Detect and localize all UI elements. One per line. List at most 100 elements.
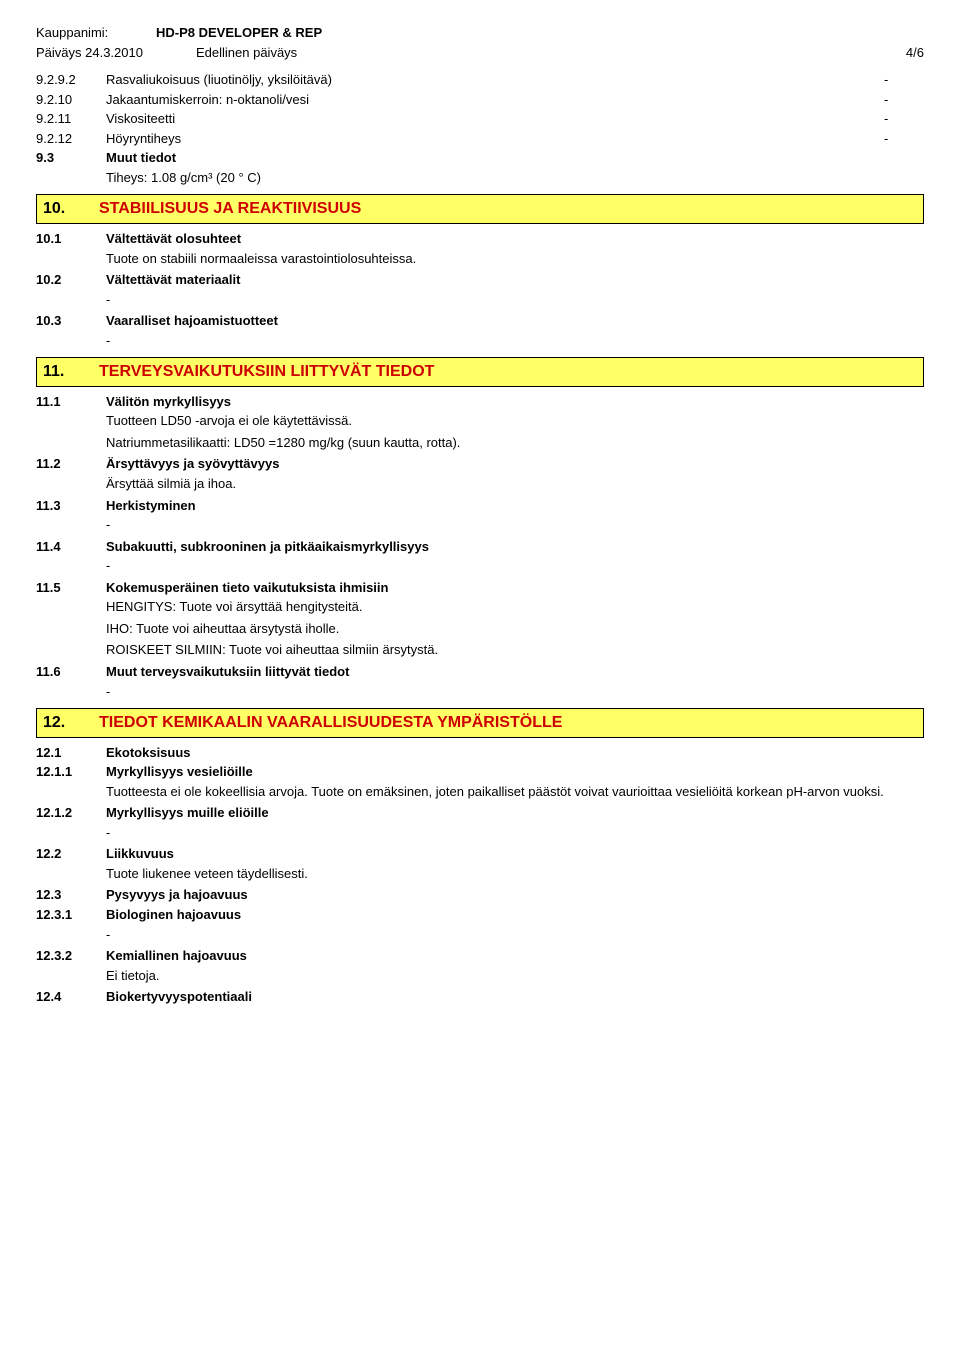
row-body: Tiheys: 1.08 g/cm³ (20 ° C) — [106, 169, 924, 187]
section-number: 10. — [43, 198, 99, 220]
row-number: 11.4 — [36, 538, 106, 556]
row-label: Höyryntiheys — [106, 130, 884, 148]
section-banner-10: 10. STABIILISUUS JA REAKTIIVISUUS — [36, 194, 924, 224]
row-label: Ärsyttävyys ja syövyttävyys — [106, 455, 924, 473]
section-number: 12. — [43, 712, 99, 734]
row-body: Tuotteesta ei ole kokeellisia arvoja. Tu… — [106, 783, 924, 801]
subsection-heading: 12.1.1 Myrkyllisyys vesieliöille — [36, 763, 924, 781]
row-number: 12.1.1 — [36, 763, 106, 781]
row-value: - — [884, 71, 924, 89]
page-number: 4/6 — [864, 44, 924, 62]
date-line: Päiväys 24.3.2010 Edellinen päiväys 4/6 — [36, 44, 924, 62]
subsection-heading: 11.1 Välitön myrkyllisyys — [36, 393, 924, 411]
row-value: - — [884, 91, 924, 109]
row-number: 12.4 — [36, 988, 106, 1006]
section-number: 11. — [43, 361, 99, 383]
row-number: 10.1 — [36, 230, 106, 248]
section-title: STABIILISUUS JA REAKTIIVISUUS — [99, 198, 917, 220]
row-body: - — [106, 291, 924, 309]
row-label: Myrkyllisyys muille eliöille — [106, 804, 924, 822]
row-number: 11.2 — [36, 455, 106, 473]
row-number: 12.1 — [36, 744, 106, 762]
subsection-heading: 9.3 Muut tiedot — [36, 149, 924, 167]
row-number: 12.1.2 — [36, 804, 106, 822]
subsection-heading: 12.3 Pysyvyys ja hajoavuus — [36, 886, 924, 904]
row-label: Herkistyminen — [106, 497, 924, 515]
row-label: Myrkyllisyys vesieliöille — [106, 763, 924, 781]
row-value: - — [884, 130, 924, 148]
row-body: - — [106, 516, 924, 534]
subsection-heading: 12.3.2 Kemiallinen hajoavuus — [36, 947, 924, 965]
row-label: Jakaantumiskerroin: n-oktanoli/vesi — [106, 91, 884, 109]
subsection-heading: 12.1 Ekotoksisuus — [36, 744, 924, 762]
property-row: 9.2.10 Jakaantumiskerroin: n-oktanoli/ve… — [36, 91, 924, 109]
row-label: Välitön myrkyllisyys — [106, 393, 924, 411]
subsection-heading: 11.4 Subakuutti, subkrooninen ja pitkäai… — [36, 538, 924, 556]
row-number: 11.3 — [36, 497, 106, 515]
row-body: - — [106, 683, 924, 701]
row-body: Ärsyttää silmiä ja ihoa. — [106, 475, 924, 493]
document-header: Kauppanimi: HD-P8 DEVELOPER & REP — [36, 24, 924, 42]
row-body: HENGITYS: Tuote voi ärsyttää hengitystei… — [106, 598, 924, 616]
row-label: Muut terveysvaikutuksiin liittyvät tiedo… — [106, 663, 924, 681]
subsection-heading: 10.2 Vältettävät materiaalit — [36, 271, 924, 289]
subsection-heading: 12.1.2 Myrkyllisyys muille eliöille — [36, 804, 924, 822]
row-number: 9.2.10 — [36, 91, 106, 109]
row-body: - — [106, 557, 924, 575]
row-label: Viskositeetti — [106, 110, 884, 128]
row-number: 9.2.9.2 — [36, 71, 106, 89]
row-body: Ei tietoja. — [106, 967, 924, 985]
row-number: 10.2 — [36, 271, 106, 289]
row-label: Vältettävät olosuhteet — [106, 230, 924, 248]
row-number: 11.6 — [36, 663, 106, 681]
row-number: 11.1 — [36, 393, 106, 411]
row-number: 9.2.11 — [36, 110, 106, 128]
row-body: Tuote on stabiili normaaleissa varastoin… — [106, 250, 924, 268]
date-previous-label: Edellinen päiväys — [196, 44, 864, 62]
section-title: TIEDOT KEMIKAALIN VAARALLISUUDESTA YMPÄR… — [99, 712, 917, 734]
header-value: HD-P8 DEVELOPER & REP — [156, 24, 322, 42]
row-label: Pysyvyys ja hajoavuus — [106, 886, 924, 904]
row-number: 12.3 — [36, 886, 106, 904]
row-number: 9.2.12 — [36, 130, 106, 148]
row-label: Vaaralliset hajoamistuotteet — [106, 312, 924, 330]
subsection-heading: 11.5 Kokemusperäinen tieto vaikutuksista… — [36, 579, 924, 597]
header-label: Kauppanimi: — [36, 24, 156, 42]
date-current: Päiväys 24.3.2010 — [36, 44, 196, 62]
row-number: 11.5 — [36, 579, 106, 597]
property-row: 9.2.11 Viskositeetti - — [36, 110, 924, 128]
row-value: - — [884, 110, 924, 128]
subsection-heading: 10.3 Vaaralliset hajoamistuotteet — [36, 312, 924, 330]
row-body: - — [106, 824, 924, 842]
row-number: 12.3.1 — [36, 906, 106, 924]
row-label: Muut tiedot — [106, 149, 924, 167]
subsection-heading: 12.3.1 Biologinen hajoavuus — [36, 906, 924, 924]
row-label: Subakuutti, subkrooninen ja pitkäaikaism… — [106, 538, 924, 556]
row-label: Rasvaliukoisuus (liuotinöljy, yksilöitäv… — [106, 71, 884, 89]
row-label: Biokertyvyyspotentiaali — [106, 988, 924, 1006]
row-body: IHO: Tuote voi aiheuttaa ärsytystä iholl… — [106, 620, 924, 638]
row-label: Liikkuvuus — [106, 845, 924, 863]
row-body: ROISKEET SILMIIN: Tuote voi aiheuttaa si… — [106, 641, 924, 659]
row-number: 10.3 — [36, 312, 106, 330]
row-number: 12.2 — [36, 845, 106, 863]
section-banner-12: 12. TIEDOT KEMIKAALIN VAARALLISUUDESTA Y… — [36, 708, 924, 738]
row-number: 12.3.2 — [36, 947, 106, 965]
row-label: Kemiallinen hajoavuus — [106, 947, 924, 965]
row-body: Tuotteen LD50 -arvoja ei ole käytettävis… — [106, 412, 924, 430]
subsection-heading: 11.3 Herkistyminen — [36, 497, 924, 515]
subsection-heading: 12.2 Liikkuvuus — [36, 845, 924, 863]
row-label: Kokemusperäinen tieto vaikutuksista ihmi… — [106, 579, 924, 597]
row-body: - — [106, 926, 924, 944]
subsection-heading: 12.4 Biokertyvyyspotentiaali — [36, 988, 924, 1006]
row-label: Biologinen hajoavuus — [106, 906, 924, 924]
row-body: - — [106, 332, 924, 350]
section-title: TERVEYSVAIKUTUKSIIN LIITTYVÄT TIEDOT — [99, 361, 917, 383]
row-label: Ekotoksisuus — [106, 744, 924, 762]
row-number: 9.3 — [36, 149, 106, 167]
subsection-heading: 11.6 Muut terveysvaikutuksiin liittyvät … — [36, 663, 924, 681]
row-body: Natriummetasilikaatti: LD50 =1280 mg/kg … — [106, 434, 924, 452]
section-banner-11: 11. TERVEYSVAIKUTUKSIIN LIITTYVÄT TIEDOT — [36, 357, 924, 387]
subsection-heading: 11.2 Ärsyttävyys ja syövyttävyys — [36, 455, 924, 473]
property-row: 9.2.9.2 Rasvaliukoisuus (liuotinöljy, yk… — [36, 71, 924, 89]
